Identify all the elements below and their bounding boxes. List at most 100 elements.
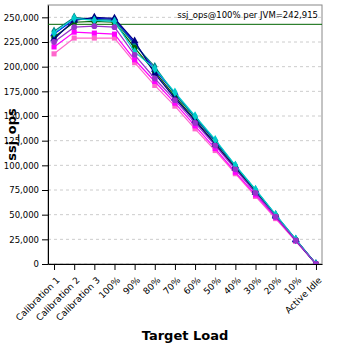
point bbox=[112, 32, 117, 37]
x-tick-mark bbox=[195, 264, 196, 270]
y-axis-title: ssj_ops bbox=[4, 108, 20, 161]
x-tick-label: 40% bbox=[222, 275, 244, 297]
x-axis-line bbox=[49, 264, 323, 265]
x-tick-mark bbox=[74, 264, 75, 270]
point bbox=[152, 76, 158, 82]
point bbox=[51, 28, 56, 37]
x-tick-mark bbox=[296, 264, 297, 270]
plot: 025,00050,00075,000100,000125,000150,000… bbox=[4, 5, 324, 323]
point bbox=[192, 111, 197, 120]
x-tick-label: 60% bbox=[181, 275, 203, 297]
point bbox=[92, 36, 97, 41]
x-tick: 90% bbox=[121, 264, 143, 296]
y-tick-mark bbox=[42, 67, 48, 68]
y-tick-mark bbox=[42, 215, 48, 216]
y-tick-mark bbox=[42, 264, 48, 265]
point bbox=[112, 24, 118, 30]
x-tick-mark bbox=[135, 264, 136, 270]
point bbox=[71, 24, 77, 30]
point bbox=[51, 51, 56, 56]
point bbox=[212, 143, 218, 149]
y-tick-mark bbox=[42, 190, 48, 191]
grid-line bbox=[48, 165, 322, 166]
x-tick-label: 20% bbox=[262, 275, 284, 297]
point bbox=[172, 88, 177, 97]
y-tick-mark bbox=[42, 42, 48, 43]
x-tick-label: Calibration 3 bbox=[54, 275, 102, 323]
y-tick: 25,000 bbox=[9, 235, 48, 245]
point bbox=[313, 261, 318, 264]
y-tick: 175,000 bbox=[4, 87, 48, 97]
x-tick-label: 100% bbox=[97, 275, 123, 301]
series-line bbox=[54, 32, 316, 264]
grid bbox=[48, 17, 322, 264]
x-tick-mark bbox=[94, 264, 95, 270]
y-tick-mark bbox=[42, 116, 48, 117]
point bbox=[313, 261, 319, 264]
x-tick-mark bbox=[276, 264, 277, 270]
y-tick-mark bbox=[42, 165, 48, 166]
y-tick: 250,000 bbox=[4, 13, 48, 23]
grid-line bbox=[48, 42, 322, 43]
x-tick: 30% bbox=[242, 264, 264, 296]
x-tick-label: 50% bbox=[202, 275, 224, 297]
point bbox=[172, 97, 178, 103]
point bbox=[232, 166, 238, 172]
x-tick-mark bbox=[155, 264, 156, 270]
y-tick-mark bbox=[42, 17, 48, 18]
point bbox=[132, 57, 137, 62]
x-tick-label: 80% bbox=[141, 275, 163, 297]
point bbox=[253, 190, 259, 196]
point bbox=[51, 39, 57, 45]
x-tick-mark bbox=[54, 264, 55, 270]
chart: 025,00050,00075,000100,000125,000150,000… bbox=[0, 0, 348, 348]
grid-line bbox=[48, 239, 322, 240]
x-tick-label: Active Idle bbox=[283, 275, 324, 316]
point bbox=[92, 31, 97, 36]
x-tick: 20% bbox=[262, 264, 284, 296]
x-tick: 40% bbox=[222, 264, 244, 296]
y-tick: 200,000 bbox=[4, 62, 48, 72]
x-tick-mark bbox=[175, 264, 176, 270]
x-tick: 80% bbox=[141, 264, 163, 296]
x-tick-mark bbox=[215, 264, 216, 270]
y-tick-mark bbox=[42, 239, 48, 240]
y-tick: 0 bbox=[34, 259, 48, 269]
point bbox=[273, 210, 278, 219]
series-line bbox=[54, 26, 316, 264]
series-line bbox=[54, 17, 316, 264]
x-tick-mark bbox=[114, 264, 115, 270]
point bbox=[293, 237, 299, 243]
grid-line bbox=[48, 116, 322, 117]
reference-line bbox=[48, 24, 322, 25]
point bbox=[132, 52, 138, 58]
series-group bbox=[50, 13, 320, 264]
y-tick: 100,000 bbox=[4, 161, 48, 171]
grid-line bbox=[48, 140, 322, 141]
y-tick-label: 50,000 bbox=[9, 210, 39, 220]
point bbox=[273, 214, 279, 220]
y-tick-label: 200,000 bbox=[4, 62, 39, 72]
x-tick: 70% bbox=[161, 264, 183, 296]
x-tick: 100% bbox=[97, 264, 123, 300]
x-tick-label: 70% bbox=[161, 275, 183, 297]
y-axis: 025,00050,00075,000100,000125,000150,000… bbox=[4, 6, 49, 270]
x-axis: Calibration 1Calibration 2Calibration 31… bbox=[14, 264, 324, 323]
series-line bbox=[54, 21, 316, 264]
x-tick: 50% bbox=[202, 264, 224, 296]
y-tick-label: 225,000 bbox=[4, 37, 39, 47]
y-tick-label: 25,000 bbox=[9, 235, 39, 245]
y-tick-label: 250,000 bbox=[4, 13, 39, 23]
y-tick: 75,000 bbox=[9, 185, 48, 195]
y-tick-mark bbox=[42, 91, 48, 92]
point bbox=[131, 37, 139, 44]
y-tick-label: 75,000 bbox=[9, 185, 39, 195]
point bbox=[71, 14, 76, 23]
y-tick: 50,000 bbox=[9, 210, 48, 220]
y-tick-label: 0 bbox=[34, 259, 39, 269]
y-tick-label: 100,000 bbox=[4, 161, 39, 171]
point bbox=[51, 44, 56, 49]
point bbox=[91, 23, 97, 29]
y-tick: 225,000 bbox=[4, 37, 48, 47]
x-tick-mark bbox=[235, 264, 236, 270]
